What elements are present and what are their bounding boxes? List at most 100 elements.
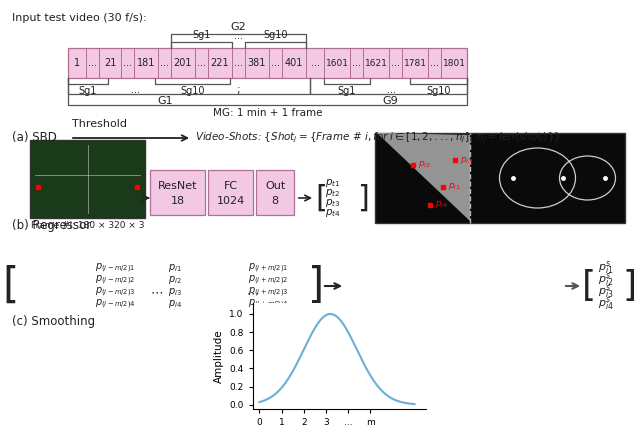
Text: MG: 1 min + 1 frame: MG: 1 min + 1 frame xyxy=(212,108,323,118)
Text: $p_{(i+m/2)4}$: $p_{(i+m/2)4}$ xyxy=(248,297,289,311)
Text: (c) Smoothing: (c) Smoothing xyxy=(12,314,95,327)
Text: $\cdots$: $\cdots$ xyxy=(150,285,164,298)
Text: 181: 181 xyxy=(137,58,155,68)
Text: $p_{(i-m/2)1}$: $p_{(i-m/2)1}$ xyxy=(95,261,135,275)
Text: [: [ xyxy=(2,265,18,307)
FancyBboxPatch shape xyxy=(150,170,205,215)
Text: ...: ... xyxy=(123,58,132,68)
Text: FC: FC xyxy=(223,181,237,191)
Text: 21: 21 xyxy=(104,58,116,68)
Text: $p_{t1}$: $p_{t1}$ xyxy=(325,177,340,189)
FancyBboxPatch shape xyxy=(256,170,294,215)
Text: Sg1: Sg1 xyxy=(338,85,356,96)
Text: ...: ... xyxy=(88,58,97,68)
Text: $p_{(i-m/2)2}$: $p_{(i-m/2)2}$ xyxy=(95,273,135,287)
FancyBboxPatch shape xyxy=(306,48,324,78)
FancyBboxPatch shape xyxy=(68,48,86,78)
Text: [: [ xyxy=(582,269,596,303)
Text: ...: ... xyxy=(430,58,439,68)
Text: (b) Regressor: (b) Regressor xyxy=(12,219,92,232)
Text: Sg1: Sg1 xyxy=(79,85,97,96)
Text: [: [ xyxy=(315,184,327,213)
Text: Input test video (30 f/s):: Input test video (30 f/s): xyxy=(12,13,147,23)
FancyBboxPatch shape xyxy=(402,48,428,78)
Text: 8: 8 xyxy=(271,197,278,207)
FancyBboxPatch shape xyxy=(30,140,145,218)
Text: Frame #i: 180 × 320 × 3: Frame #i: 180 × 320 × 3 xyxy=(31,221,144,230)
FancyBboxPatch shape xyxy=(269,48,282,78)
Text: ]: ] xyxy=(357,184,369,213)
Text: (a) SBD: (a) SBD xyxy=(12,132,57,145)
Y-axis label: Amplitude: Amplitude xyxy=(214,330,224,383)
Text: ...: ... xyxy=(234,58,243,68)
Text: $p_{i4}$: $p_{i4}$ xyxy=(435,200,448,210)
Text: $p_{i1}$: $p_{i1}$ xyxy=(168,262,182,274)
Text: ...: ... xyxy=(131,85,140,95)
Text: $p_{i2}^s$: $p_{i2}^s$ xyxy=(598,271,613,288)
FancyBboxPatch shape xyxy=(389,48,402,78)
Text: $p_{i2}$: $p_{i2}$ xyxy=(417,159,431,170)
FancyBboxPatch shape xyxy=(99,48,121,78)
Text: ...: ... xyxy=(352,58,361,68)
Text: Out: Out xyxy=(265,181,285,191)
Text: 1801: 1801 xyxy=(442,58,465,68)
Text: 1: 1 xyxy=(74,58,80,68)
FancyBboxPatch shape xyxy=(86,48,99,78)
Text: $\cdots$: $\cdots$ xyxy=(246,287,260,300)
Text: Sg10: Sg10 xyxy=(180,85,205,96)
Text: ...: ... xyxy=(160,58,169,68)
FancyBboxPatch shape xyxy=(171,48,195,78)
FancyBboxPatch shape xyxy=(208,48,232,78)
Text: Sg1: Sg1 xyxy=(192,30,211,41)
Text: G9: G9 xyxy=(382,96,398,106)
Text: ...: ... xyxy=(387,85,397,95)
Text: $p_{i3}$: $p_{i3}$ xyxy=(168,286,182,298)
Text: ...: ... xyxy=(271,58,280,68)
Text: 381: 381 xyxy=(248,58,266,68)
FancyBboxPatch shape xyxy=(324,48,350,78)
Text: $p_{i4}^s$: $p_{i4}^s$ xyxy=(598,295,614,313)
Text: ResNet: ResNet xyxy=(157,181,197,191)
Text: $p_{(i+m/2)1}$: $p_{(i+m/2)1}$ xyxy=(248,261,288,275)
Text: 401: 401 xyxy=(285,58,303,68)
FancyBboxPatch shape xyxy=(245,48,269,78)
Text: ...: ... xyxy=(391,58,400,68)
Text: $p_{i3}^s$: $p_{i3}^s$ xyxy=(598,284,614,301)
FancyBboxPatch shape xyxy=(282,48,306,78)
Text: 221: 221 xyxy=(211,58,229,68)
Text: ...: ... xyxy=(197,58,206,68)
Text: $p_{(i-m/2)4}$: $p_{(i-m/2)4}$ xyxy=(95,297,136,311)
Text: ]: ] xyxy=(622,269,636,303)
FancyBboxPatch shape xyxy=(350,48,363,78)
Text: $p_{(i+m/2)3}$: $p_{(i+m/2)3}$ xyxy=(248,285,288,299)
FancyBboxPatch shape xyxy=(428,48,441,78)
Text: 18: 18 xyxy=(170,197,184,207)
Text: $p_{t3}$: $p_{t3}$ xyxy=(325,197,340,209)
Text: G2: G2 xyxy=(230,22,246,32)
FancyBboxPatch shape xyxy=(363,48,389,78)
Text: ;: ; xyxy=(236,85,240,95)
Text: 201: 201 xyxy=(173,58,192,68)
Text: 1781: 1781 xyxy=(403,58,426,68)
FancyBboxPatch shape xyxy=(195,48,208,78)
FancyBboxPatch shape xyxy=(375,133,625,223)
Text: $p_{t2}$: $p_{t2}$ xyxy=(325,187,340,199)
FancyBboxPatch shape xyxy=(232,48,245,78)
FancyBboxPatch shape xyxy=(208,170,253,215)
FancyBboxPatch shape xyxy=(158,48,171,78)
FancyBboxPatch shape xyxy=(121,48,134,78)
Text: 1601: 1601 xyxy=(326,58,349,68)
Bar xyxy=(68,48,467,78)
Text: 1024: 1024 xyxy=(216,197,244,207)
Text: Video-Shots: $\{Shot_j = \{Frame\ \#\ i, for\ i \in [1,2,...,n_j],\ n_j = len(sh: Video-Shots: $\{Shot_j = \{Frame\ \#\ i,… xyxy=(195,131,561,145)
Text: Sg10: Sg10 xyxy=(426,85,451,96)
Text: G1: G1 xyxy=(157,96,173,106)
Text: ]: ] xyxy=(308,265,324,307)
Text: Threshold: Threshold xyxy=(72,119,127,129)
Text: $p_{i1}^s$: $p_{i1}^s$ xyxy=(598,259,614,277)
Text: $p_{(i+m/2)2}$: $p_{(i+m/2)2}$ xyxy=(248,273,288,287)
Text: 1621: 1621 xyxy=(365,58,387,68)
FancyBboxPatch shape xyxy=(134,48,158,78)
Text: $p_{(i-m/2)3}$: $p_{(i-m/2)3}$ xyxy=(95,285,135,299)
Text: ...: ... xyxy=(234,31,243,41)
